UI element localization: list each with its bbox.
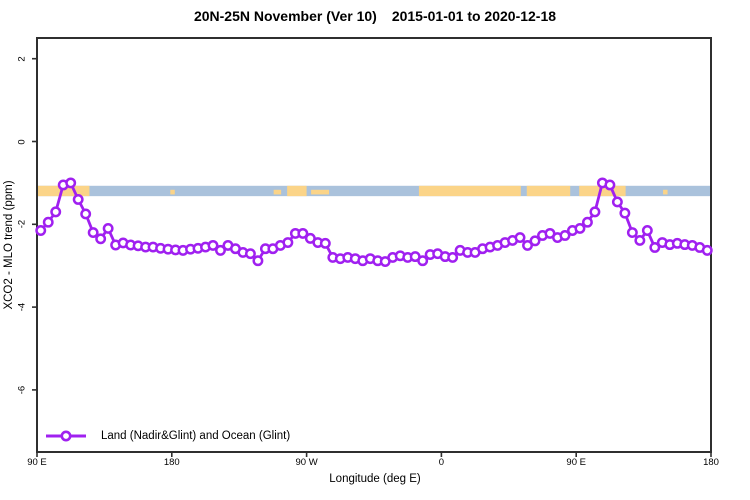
- land-segment: [273, 189, 282, 195]
- data-point: [80, 208, 92, 220]
- data-point: [297, 227, 309, 239]
- chart-title-main: 20N-25N November (Ver 10): [193, 8, 377, 24]
- x-tick-label: 0: [438, 457, 445, 468]
- legend: Land (Nadir&Glint) and Ocean (Glint): [44, 429, 290, 443]
- land-segment: [579, 185, 626, 197]
- data-point: [626, 227, 638, 239]
- data-point: [72, 194, 84, 205]
- data-point: [522, 239, 533, 251]
- x-tick-label: 90 E: [27, 457, 47, 468]
- data-point: [581, 216, 593, 228]
- land-segment: [170, 189, 175, 195]
- data-point: [619, 207, 631, 219]
- plot-frame: [36, 37, 712, 453]
- data-point: [65, 177, 77, 189]
- axis-ticks: [32, 57, 712, 457]
- data-point: [319, 237, 331, 249]
- land-segment: [418, 185, 521, 197]
- data-point: [634, 234, 646, 246]
- land-segment: [663, 189, 668, 195]
- y-axis-title: XCO2 - MLO trend (ppm): [3, 180, 15, 310]
- chart-title-dates: 2015-01-01 to 2020-12-18: [391, 8, 557, 24]
- data-point: [215, 244, 226, 256]
- data-point: [447, 251, 459, 263]
- data-point: [282, 237, 294, 248]
- data-point: [252, 255, 264, 267]
- data-point: [207, 239, 219, 251]
- y-tick-label: -4: [16, 302, 28, 312]
- data-point: [35, 225, 47, 236]
- data-point: [87, 227, 99, 239]
- data-point: [559, 230, 571, 241]
- x-tick-label: 180: [163, 457, 180, 468]
- x-tick-label: 90 W: [295, 457, 318, 468]
- data-point: [701, 244, 713, 256]
- data-series: [35, 177, 713, 268]
- chart-title: 20N-25N November (Ver 10) 2015-01-01 to 2…: [0, 8, 750, 24]
- land-segment: [287, 185, 307, 197]
- y-tick-label: -2: [16, 220, 28, 229]
- data-point: [589, 206, 601, 218]
- y-tick-label: -6: [16, 385, 28, 395]
- legend-marker-icon: [46, 430, 86, 442]
- map-strip: [37, 185, 711, 197]
- x-tick-label: 180: [703, 457, 719, 468]
- data-point: [514, 232, 526, 243]
- data-point: [42, 216, 54, 228]
- data-point: [102, 222, 114, 234]
- data-point: [649, 242, 661, 253]
- data-point: [529, 235, 541, 247]
- data-point: [50, 206, 62, 218]
- land-segment: [37, 185, 90, 197]
- data-point: [95, 233, 107, 245]
- y-tick-label: 0: [16, 138, 28, 145]
- data-point: [604, 179, 616, 191]
- plot-border: [36, 37, 712, 453]
- land-segment: [526, 185, 571, 197]
- ocean-band: [37, 185, 711, 197]
- x-axis-title: Longitude (deg E): [329, 473, 421, 485]
- data-point: [417, 255, 429, 267]
- data-point: [641, 225, 653, 236]
- data-point: [574, 222, 586, 234]
- x-tick-label: 90 E: [566, 457, 586, 468]
- legend-label: Land (Nadir&Glint) and Ocean (Glint): [101, 430, 291, 442]
- data-point: [611, 196, 623, 208]
- data-point: [244, 248, 256, 260]
- y-tick-label: 2: [16, 56, 28, 62]
- land-segment: [311, 189, 330, 195]
